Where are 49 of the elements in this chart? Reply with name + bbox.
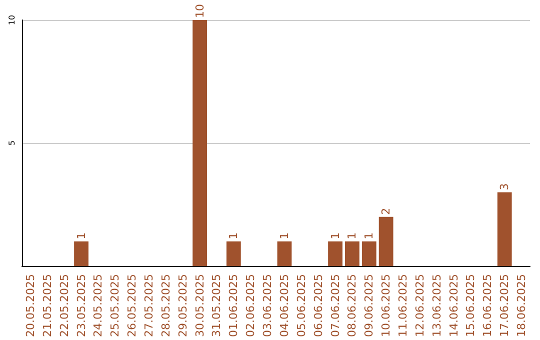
data-label: 10 [193, 4, 206, 18]
data-label: 1 [74, 232, 88, 240]
bar [497, 192, 512, 266]
data-label: 1 [328, 232, 342, 240]
x-tick-label: 26.05.2025 [126, 274, 139, 338]
data-label: 1 [346, 232, 359, 240]
x-tick-label: 15.06.2025 [464, 274, 478, 338]
y-tick-label: 5 [8, 140, 16, 146]
x-tick-label: 23.05.2025 [74, 274, 88, 338]
x-tick-label: 10.06.2025 [380, 274, 393, 338]
x-tick-label: 17.06.2025 [498, 274, 512, 338]
data-label: 1 [227, 232, 240, 240]
x-tick-label: 09.06.2025 [362, 274, 376, 338]
x-tick-label: 24.05.2025 [92, 274, 105, 338]
x-tick-label: 06.06.2025 [312, 274, 325, 338]
x-tick-label: 07.06.2025 [328, 274, 342, 338]
bar [226, 241, 241, 266]
x-tick-label: 14.06.2025 [447, 274, 460, 338]
x-tick-label: 22.05.2025 [58, 274, 71, 338]
x-tick-label: 05.06.2025 [294, 274, 308, 338]
data-label: 2 [380, 208, 393, 215]
data-label: 1 [362, 232, 376, 240]
bar [277, 241, 292, 266]
bar [328, 241, 342, 266]
x-tick-label: 18.06.2025 [515, 274, 528, 338]
bar [362, 241, 376, 266]
x-tick-label: 03.06.2025 [261, 274, 274, 338]
x-tick-label: 20.05.2025 [24, 274, 37, 338]
x-tick-label: 01.06.2025 [227, 274, 240, 338]
data-label: 3 [498, 183, 512, 190]
x-tick-label: 31.05.2025 [210, 274, 224, 338]
data-label: 1 [278, 232, 291, 240]
x-tick-label: 16.06.2025 [481, 274, 494, 338]
bar [74, 241, 88, 266]
bar [192, 20, 207, 266]
x-tick-label: 21.05.2025 [40, 274, 54, 338]
x-tick-label: 02.06.2025 [244, 274, 258, 338]
x-tick-label: 12.06.2025 [413, 274, 426, 338]
x-tick-label: 30.05.2025 [193, 274, 206, 338]
x-tick-label: 29.05.2025 [176, 274, 190, 338]
x-tick-label: 25.05.2025 [108, 274, 122, 338]
x-tick-label: 11.06.2025 [396, 274, 410, 338]
x-tick-label: 13.06.2025 [430, 274, 444, 338]
x-tick-label: 27.05.2025 [142, 274, 156, 338]
x-tick-label: 04.06.2025 [278, 274, 291, 338]
bar [378, 216, 394, 266]
bar [345, 241, 360, 266]
x-tick-label: 28.05.2025 [159, 274, 172, 338]
x-tick-label: 08.06.2025 [346, 274, 359, 338]
